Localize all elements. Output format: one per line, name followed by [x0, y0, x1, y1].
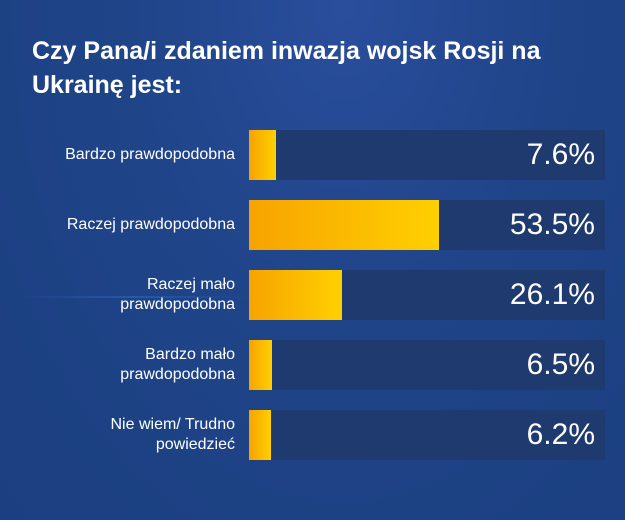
value-label: 7.6% [526, 138, 595, 171]
value-label: 6.5% [526, 348, 595, 381]
value-label: 26.1% [509, 278, 595, 311]
decorative-glow-line [20, 296, 250, 298]
value-label: 6.2% [526, 418, 595, 451]
bar [249, 270, 342, 320]
category-label: Bardzo mało prawdopodobna [120, 346, 235, 383]
chart-title: Czy Pana/i zdaniem inwazja wojsk Rosji n… [32, 37, 541, 99]
category-label: Bardzo prawdopodobna [65, 146, 235, 163]
bar-track: 26.1% [249, 270, 605, 320]
bar [249, 130, 277, 180]
bar [249, 340, 273, 390]
category-label: Raczej prawdopodobna [66, 216, 235, 233]
category-label: Raczej mało prawdopodobna [120, 276, 235, 313]
category-label: Nie wiem/ Trudno powiedzieć [110, 416, 236, 453]
bar [249, 200, 440, 250]
bar-track: 6.5% [249, 340, 605, 390]
bar-track: 53.5% [249, 200, 605, 250]
value-label: 53.5% [509, 208, 595, 241]
bar-track: 7.6% [249, 130, 605, 180]
bar-track: 6.2% [249, 410, 605, 460]
bar [249, 410, 272, 460]
